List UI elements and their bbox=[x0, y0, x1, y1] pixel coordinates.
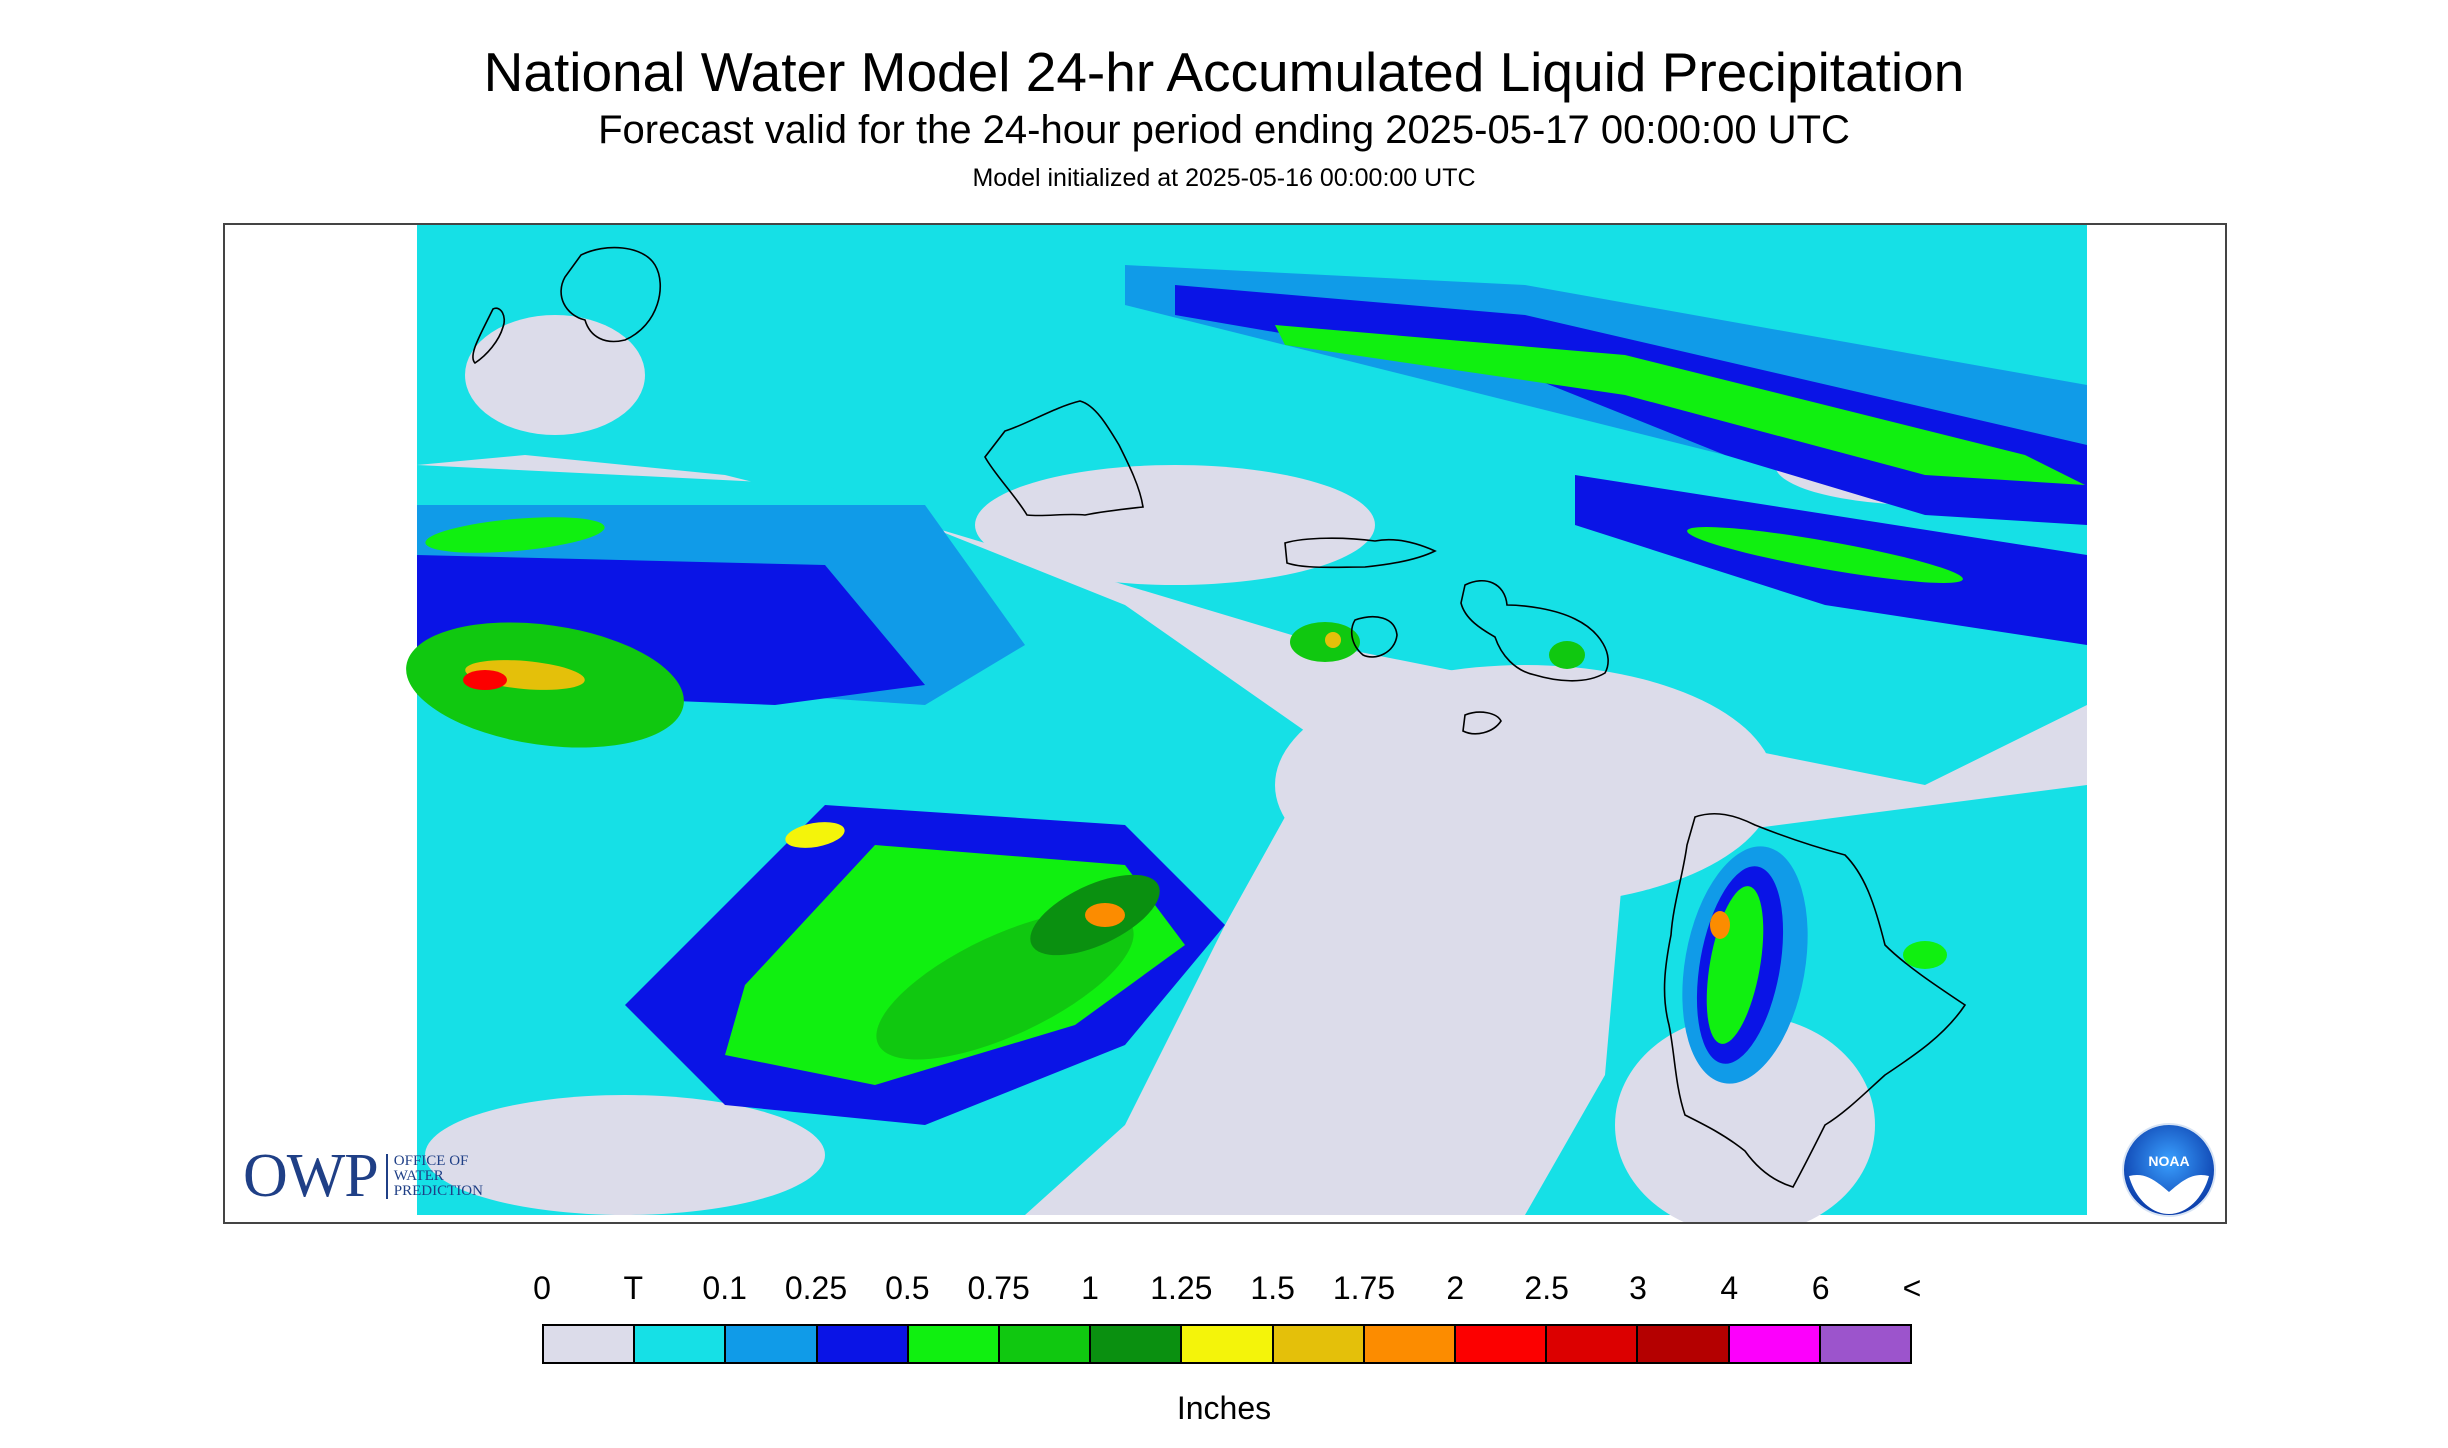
legend-units: Inches bbox=[1176, 1390, 1272, 1426]
legend-swatch bbox=[1456, 1326, 1548, 1362]
legend-swatch bbox=[1182, 1326, 1274, 1362]
legend-swatch bbox=[908, 1326, 1001, 1362]
legend-label: 0.75 bbox=[967, 1270, 1030, 1306]
legend-label: 1.5 bbox=[1250, 1270, 1295, 1306]
legend-label: 0.5 bbox=[885, 1270, 930, 1306]
no-precip-sw bbox=[425, 1095, 825, 1215]
legend-label: 2 bbox=[1446, 1270, 1465, 1306]
legend-label: 4 bbox=[1720, 1270, 1739, 1306]
legend-swatch bbox=[1820, 1326, 1911, 1362]
legend-swatch bbox=[1091, 1326, 1183, 1362]
owp-logo-line3: PREDICTION bbox=[393, 1182, 483, 1199]
precip-band-ne-0p5 bbox=[1687, 527, 1963, 583]
owp-logo-line1: OFFICE OF bbox=[393, 1152, 469, 1169]
precip-legend: 0 T 0.1 0.25 0.5 0.75 1 1.25 1.5 1.75 2 2.5 3 4 6 < bbox=[533, 1270, 1921, 1364]
island-outlines bbox=[472, 246, 1967, 1188]
owp-logo-subtext: OFFICE OF WATER PREDICTION bbox=[385, 1152, 483, 1199]
precip-maui-0p75 bbox=[1549, 641, 1585, 669]
noaa-logo-text: NOAA bbox=[2148, 1153, 2189, 1169]
legend-swatch bbox=[1729, 1326, 1821, 1362]
legend-swatch bbox=[1273, 1326, 1365, 1362]
kauai-outline bbox=[560, 246, 662, 343]
no-precip-oahu bbox=[975, 465, 1375, 585]
legend-label: 0.1 bbox=[702, 1270, 747, 1306]
legend-swatch bbox=[726, 1326, 818, 1362]
precip-big-island-1p75 bbox=[1710, 911, 1730, 939]
legend-swatch bbox=[1364, 1326, 1457, 1362]
precip-band-north-0p5 bbox=[1275, 325, 2085, 485]
owp-logo-acronym: OWP bbox=[243, 1141, 379, 1210]
big-island-outline bbox=[1663, 812, 1967, 1188]
legend-swatch bbox=[1547, 1326, 1639, 1362]
legend-swatch bbox=[817, 1326, 909, 1362]
precip-southwest-1p25 bbox=[785, 822, 845, 848]
legend-label: 0 bbox=[533, 1270, 551, 1306]
legend-swatch bbox=[544, 1326, 636, 1362]
precip-molokai-1p5 bbox=[1325, 632, 1341, 648]
map-title: National Water Model 24-hr Accumulated L… bbox=[483, 41, 1965, 103]
no-precip-south bbox=[1615, 1015, 1875, 1222]
legend-label: 0.25 bbox=[784, 1270, 848, 1306]
owp-logo-line2: WATER bbox=[393, 1167, 444, 1184]
precip-molokai-0p75 bbox=[1290, 622, 1360, 662]
map-subtitle: Forecast valid for the 24-hour period en… bbox=[598, 108, 1850, 152]
precip-band-west-0p5 bbox=[425, 517, 605, 553]
legend-labels: 0 T 0.1 0.25 0.5 0.75 1 1.25 1.5 1.75 2 2.5 3 4 6 < bbox=[533, 1270, 1921, 1310]
legend-swatch bbox=[635, 1326, 727, 1362]
model-init-line: Model initialized at 2025-05-16 00:00:00… bbox=[972, 164, 1476, 192]
legend-swatch bbox=[1000, 1326, 1092, 1362]
precip-west-2 bbox=[463, 670, 507, 690]
legend-label: 1.75 bbox=[1332, 1270, 1396, 1306]
niihau-outline bbox=[472, 307, 506, 365]
noaa-logo: NOAA bbox=[2122, 1123, 2216, 1217]
legend-label: 2.5 bbox=[1524, 1270, 1569, 1306]
precip-field bbox=[406, 225, 2087, 1222]
legend-label: 6 bbox=[1811, 1270, 1830, 1306]
owp-logo: OWP OFFICE OF WATER PREDICTION bbox=[243, 1142, 483, 1210]
legend-label: 3 bbox=[1629, 1270, 1647, 1306]
legend-label: < bbox=[1902, 1270, 1922, 1306]
maui-outline bbox=[1460, 580, 1609, 682]
precip-southwest-1p75 bbox=[1085, 903, 1125, 927]
precipitation-map: OWP OFFICE OF WATER PREDICTION NOAA bbox=[223, 223, 2227, 1224]
legend-label: T bbox=[623, 1270, 644, 1306]
legend-label: 1 bbox=[1081, 1270, 1099, 1306]
precip-east-0p5 bbox=[1903, 941, 1947, 969]
legend-color-bar bbox=[542, 1324, 1912, 1364]
legend-swatch bbox=[1638, 1326, 1730, 1362]
kahoolawe-outline bbox=[1462, 711, 1502, 735]
legend-label: 1.25 bbox=[1150, 1270, 1213, 1306]
precipitation-field bbox=[225, 225, 2225, 1222]
lanai-outline bbox=[1350, 616, 1398, 658]
molokai-outline bbox=[1284, 537, 1437, 569]
oahu-outline bbox=[984, 400, 1144, 517]
no-precip-channel bbox=[1275, 665, 1775, 905]
no-precip-nw bbox=[465, 315, 645, 435]
